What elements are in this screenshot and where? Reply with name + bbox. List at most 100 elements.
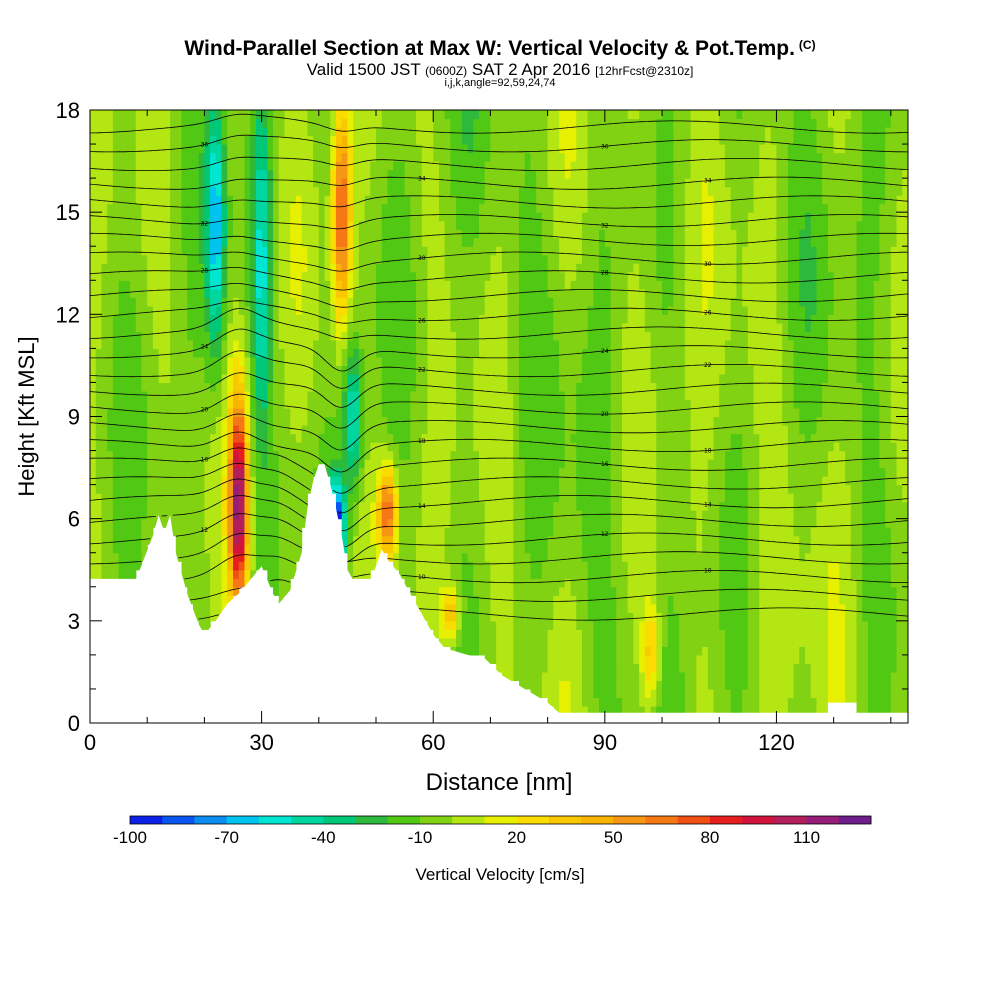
contour-label: 26 bbox=[704, 310, 712, 317]
isentrope bbox=[90, 447, 908, 494]
y-tick-label: 15 bbox=[56, 200, 80, 225]
contour-label: 12 bbox=[601, 531, 609, 538]
isentrope bbox=[90, 251, 908, 272]
contour-label: 20 bbox=[601, 411, 609, 418]
x-tick-label: 60 bbox=[421, 730, 445, 755]
colorbar-swatch bbox=[355, 816, 389, 824]
isentrope bbox=[90, 195, 908, 209]
contour-label: 32 bbox=[601, 222, 609, 229]
contour-labels: 36 36 34 34 32 32 30 30 28 28 26 26 24 24 22 22 20 20 18 18… bbox=[201, 142, 712, 581]
forecast-info: [12hrFcst@2310z] bbox=[595, 64, 694, 78]
isentrope bbox=[90, 393, 908, 429]
isentrope bbox=[90, 214, 908, 230]
contour-label: 36 bbox=[601, 143, 609, 150]
isentrope bbox=[184, 554, 908, 584]
x-tick-label: 0 bbox=[84, 730, 96, 755]
chart-subtitle: Valid 1500 JST (0600Z) SAT 2 Apr 2016 [1… bbox=[0, 60, 1000, 80]
contour-label: 34 bbox=[704, 178, 712, 185]
colorbar-tick-label: -40 bbox=[311, 828, 336, 847]
colorbar-swatch bbox=[226, 816, 260, 824]
chart-title: Wind-Parallel Section at Max W: Vertical… bbox=[0, 37, 1000, 61]
contour-label: 14 bbox=[418, 503, 426, 510]
colorbar-swatch bbox=[645, 816, 679, 824]
isentrope bbox=[90, 176, 908, 190]
colorbar-swatch bbox=[838, 816, 872, 824]
isentrope bbox=[90, 283, 908, 308]
isentrope bbox=[90, 495, 908, 548]
y-tick-label: 6 bbox=[68, 507, 80, 532]
colorbar-swatch bbox=[387, 816, 421, 824]
colorbar-swatch bbox=[677, 816, 711, 824]
contour-label: 28 bbox=[201, 268, 209, 275]
colorbar-swatch bbox=[419, 816, 453, 824]
contour-label: 22 bbox=[418, 367, 426, 374]
isentrope bbox=[198, 607, 908, 621]
y-tick-label: 9 bbox=[68, 405, 80, 430]
contour-label: 16 bbox=[601, 461, 609, 468]
contour-label: 22 bbox=[704, 362, 712, 369]
terrain bbox=[90, 464, 908, 723]
potential-temperature-contours bbox=[90, 113, 908, 621]
vertical-velocity-field bbox=[90, 110, 908, 716]
colorbar-tick-label: 110 bbox=[793, 828, 820, 847]
contour-label: 28 bbox=[601, 270, 609, 277]
colorbar-frame bbox=[129, 815, 872, 825]
y-tick-label: 3 bbox=[68, 609, 80, 634]
y-tick-label: 0 bbox=[68, 711, 80, 736]
colorbar-swatch bbox=[613, 816, 646, 824]
isentrope bbox=[90, 533, 908, 565]
y-tick-label: 12 bbox=[56, 302, 80, 327]
colorbar-swatch bbox=[323, 816, 356, 824]
contour-label: 32 bbox=[201, 221, 209, 228]
colorbar-swatch bbox=[548, 816, 582, 824]
x-tick-label: 90 bbox=[593, 730, 617, 755]
colorbar-tick-label: 50 bbox=[604, 828, 623, 847]
contour-label: 36 bbox=[201, 142, 209, 149]
x-tick-label: 30 bbox=[249, 730, 273, 755]
valid-time: Valid 1500 JST bbox=[306, 60, 421, 79]
colorbar-swatch bbox=[452, 816, 485, 824]
colorbar-tick-label: 80 bbox=[700, 828, 719, 847]
isentrope bbox=[90, 372, 908, 408]
chart-title-text: Wind-Parallel Section at Max W: Vertical… bbox=[184, 37, 795, 60]
colorbar-swatch bbox=[194, 816, 228, 824]
isentrope bbox=[90, 308, 908, 340]
x-axis-label: Distance [nm] bbox=[426, 769, 573, 796]
y-tick-label: 18 bbox=[56, 98, 80, 123]
colorbar-tick-label: -100 bbox=[113, 828, 147, 847]
isentrope bbox=[90, 113, 908, 134]
colorbar-tick-label: -10 bbox=[408, 828, 433, 847]
isentrope bbox=[90, 478, 908, 532]
isentrope bbox=[90, 134, 908, 153]
colorbar-swatch bbox=[806, 816, 840, 824]
utc-time: (0600Z) bbox=[425, 64, 468, 78]
colorbar-swatch bbox=[258, 816, 292, 824]
colorbar-swatch bbox=[709, 816, 743, 824]
contour-label: 12 bbox=[201, 527, 209, 534]
contour-label: 18 bbox=[704, 448, 712, 455]
contour-label: 30 bbox=[418, 255, 426, 262]
contour-label: 24 bbox=[201, 344, 209, 351]
isentrope bbox=[90, 513, 908, 562]
isentrope bbox=[90, 267, 908, 291]
colorbar-label: Vertical Velocity [cm/s] bbox=[415, 865, 584, 884]
colorbar-tick-label: -70 bbox=[214, 828, 239, 847]
isentrope bbox=[90, 328, 908, 372]
isentrope bbox=[90, 431, 908, 473]
colorbar-swatch bbox=[130, 816, 163, 824]
colorbar-swatch bbox=[291, 816, 324, 824]
contour-label: 30 bbox=[704, 261, 712, 268]
contour-label: 20 bbox=[201, 407, 209, 414]
isentrope bbox=[90, 232, 908, 252]
contour-label: 24 bbox=[601, 348, 609, 355]
colorbar-swatch bbox=[742, 816, 775, 824]
contour-label: 26 bbox=[418, 318, 426, 325]
copyright-mark: (C) bbox=[798, 38, 816, 52]
colorbar-swatch bbox=[484, 816, 518, 824]
isentrope bbox=[90, 300, 908, 324]
isentrope bbox=[90, 413, 908, 451]
isentrope bbox=[90, 156, 908, 171]
plot-area: 36 36 34 34 32 32 30 30 28 28 26 26 24 24 22 22 20 20 18 18… bbox=[90, 110, 908, 723]
valid-date: SAT 2 Apr 2016 bbox=[471, 60, 591, 79]
